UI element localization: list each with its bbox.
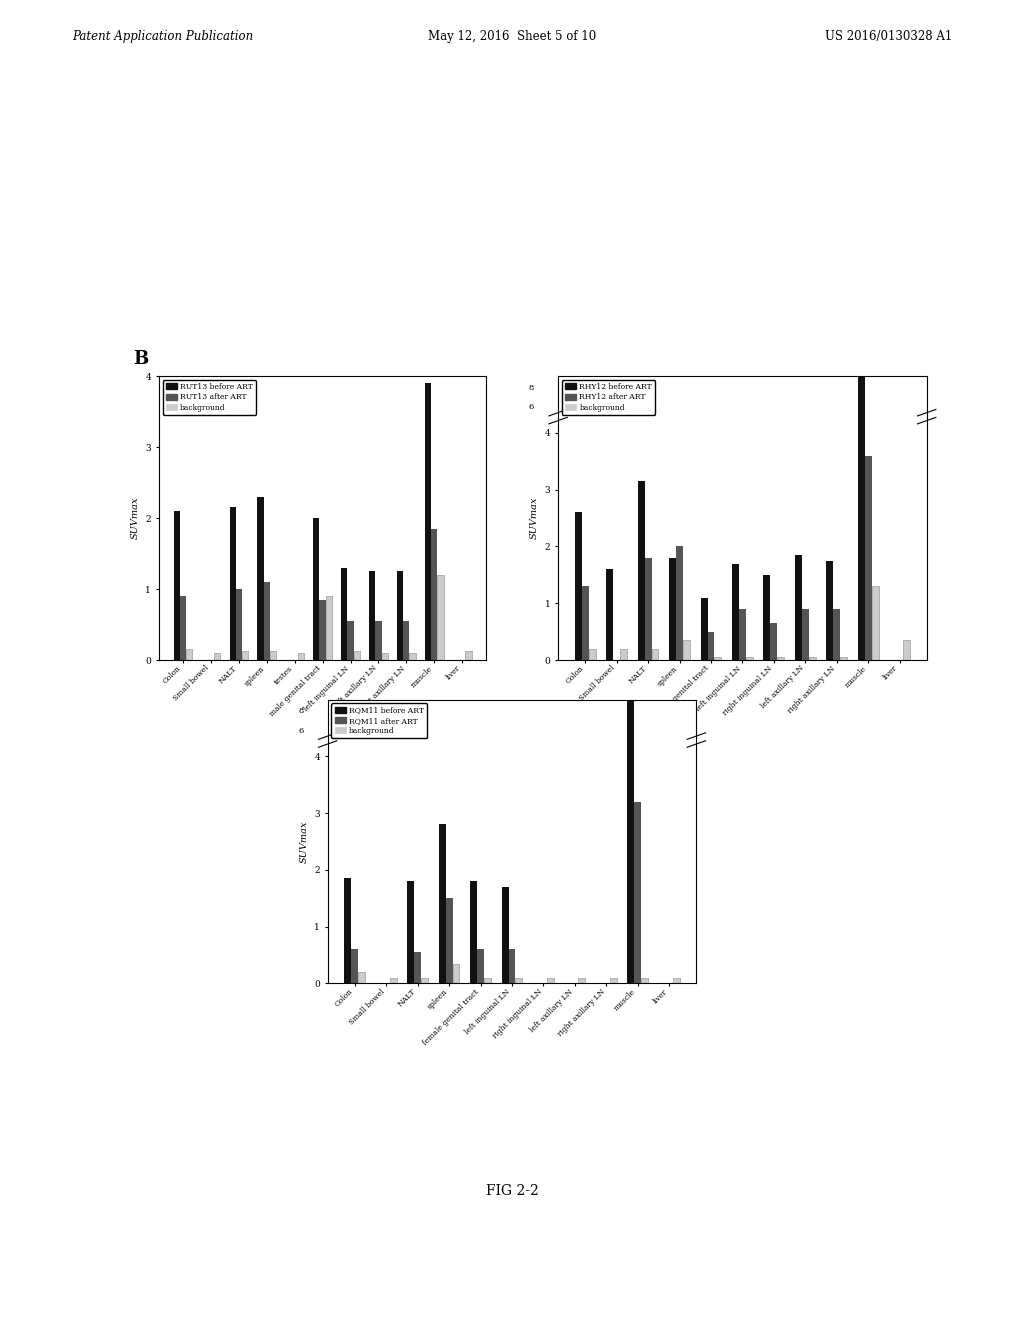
Bar: [609, 978, 616, 983]
Bar: [408, 882, 415, 983]
Bar: [341, 568, 347, 660]
Text: US 2016/0130328 A1: US 2016/0130328 A1: [825, 30, 952, 44]
Bar: [708, 632, 715, 660]
Bar: [579, 978, 586, 983]
Bar: [397, 572, 403, 660]
Bar: [676, 546, 683, 660]
Bar: [453, 964, 460, 983]
Text: B: B: [133, 350, 148, 368]
Bar: [186, 649, 193, 660]
Text: Patent Application Publication: Patent Application Publication: [72, 30, 253, 44]
Bar: [834, 609, 840, 660]
Bar: [298, 653, 304, 660]
Bar: [673, 978, 680, 983]
Bar: [777, 657, 784, 660]
Bar: [326, 597, 332, 660]
Legend: RHY12 before ART, RHY12 after ART, background: RHY12 before ART, RHY12 after ART, backg…: [562, 380, 655, 414]
Bar: [621, 648, 627, 660]
Bar: [641, 978, 648, 983]
Bar: [732, 564, 739, 660]
Bar: [445, 898, 453, 983]
Bar: [257, 496, 263, 660]
Bar: [606, 569, 613, 660]
Bar: [502, 887, 509, 983]
Bar: [770, 623, 777, 660]
Bar: [715, 657, 721, 660]
Bar: [669, 558, 676, 660]
Bar: [353, 652, 359, 660]
Bar: [651, 648, 658, 660]
Bar: [574, 512, 582, 660]
Bar: [903, 640, 910, 660]
Bar: [628, 615, 634, 983]
Bar: [431, 529, 437, 660]
Bar: [263, 582, 269, 660]
Bar: [826, 561, 834, 660]
Text: May 12, 2016  Sheet 5 of 10: May 12, 2016 Sheet 5 of 10: [428, 30, 596, 44]
Text: 6: 6: [298, 727, 304, 735]
Y-axis label: SUVmax: SUVmax: [300, 820, 308, 863]
Bar: [582, 586, 589, 660]
Bar: [425, 383, 431, 660]
Legend: RUT13 before ART, RUT13 after ART, background: RUT13 before ART, RUT13 after ART, backg…: [163, 380, 256, 414]
Bar: [589, 648, 596, 660]
Text: 8: 8: [298, 708, 304, 715]
Text: 6: 6: [528, 404, 535, 412]
Bar: [645, 558, 651, 660]
Bar: [470, 882, 477, 983]
Bar: [376, 620, 382, 660]
Bar: [871, 586, 879, 660]
Bar: [745, 657, 753, 660]
Bar: [403, 620, 410, 660]
Bar: [437, 576, 443, 660]
Bar: [683, 640, 690, 660]
Bar: [465, 652, 471, 660]
Bar: [421, 978, 428, 983]
Bar: [515, 978, 522, 983]
Bar: [764, 576, 770, 660]
Bar: [864, 455, 871, 660]
Bar: [700, 598, 708, 660]
Bar: [174, 511, 180, 660]
Bar: [840, 657, 847, 660]
Bar: [739, 609, 745, 660]
Bar: [809, 657, 816, 660]
Bar: [509, 949, 515, 983]
Bar: [858, 206, 864, 660]
Bar: [347, 620, 353, 660]
Bar: [415, 952, 421, 983]
Bar: [438, 825, 445, 983]
Bar: [370, 572, 376, 660]
Bar: [390, 978, 396, 983]
Bar: [180, 597, 186, 660]
Bar: [319, 599, 326, 660]
Bar: [358, 972, 366, 983]
Bar: [382, 653, 388, 660]
Bar: [242, 652, 248, 660]
Bar: [269, 652, 275, 660]
Y-axis label: SUVmax: SUVmax: [131, 496, 139, 540]
Bar: [638, 482, 645, 660]
Bar: [214, 653, 220, 660]
Text: 8: 8: [528, 384, 535, 392]
Bar: [547, 978, 554, 983]
Bar: [477, 949, 484, 983]
Y-axis label: SUVmax: SUVmax: [530, 496, 539, 540]
Bar: [484, 978, 490, 983]
Legend: RQM11 before ART, RQM11 after ART, background: RQM11 before ART, RQM11 after ART, backg…: [332, 704, 427, 738]
Bar: [634, 801, 641, 983]
Bar: [229, 507, 236, 660]
Bar: [351, 949, 358, 983]
Bar: [344, 878, 351, 983]
Bar: [410, 653, 416, 660]
Bar: [313, 519, 319, 660]
Text: FIG 2-2: FIG 2-2: [485, 1184, 539, 1197]
Bar: [795, 554, 802, 660]
Bar: [236, 589, 242, 660]
Bar: [802, 609, 809, 660]
